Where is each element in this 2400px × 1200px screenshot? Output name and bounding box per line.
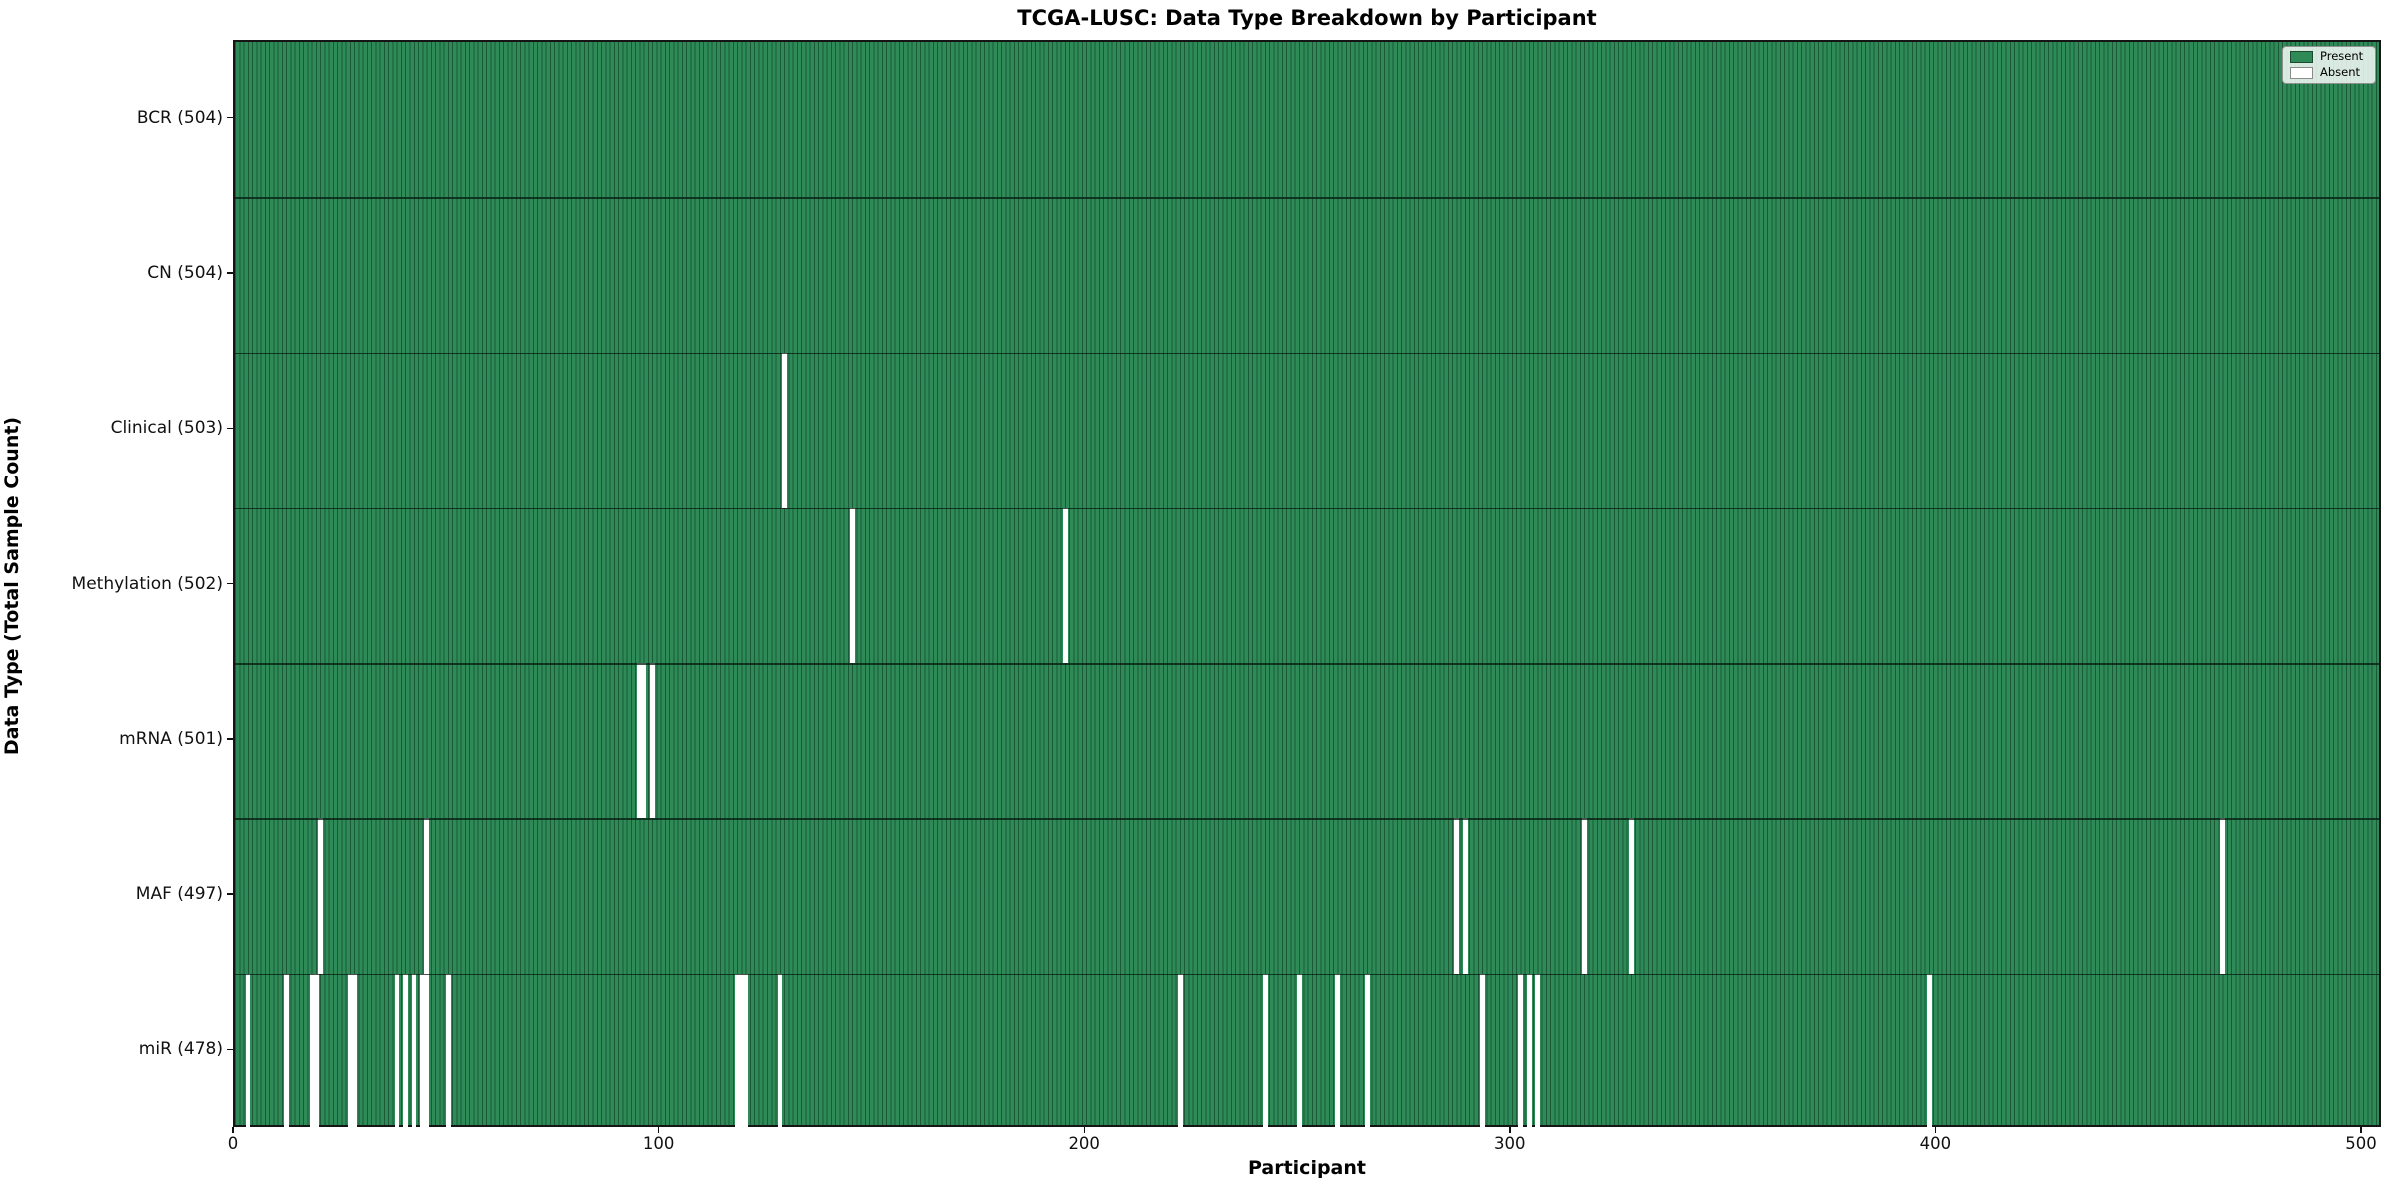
ytick-label-Clinical: Clinical (503) bbox=[110, 418, 223, 439]
absent-bar-miR-12 bbox=[283, 973, 289, 1129]
absent-bar-Methylation-195 bbox=[1062, 507, 1068, 664]
absent-bar-miR-250 bbox=[1296, 973, 1302, 1129]
absent-bar-miR-222 bbox=[1177, 973, 1183, 1129]
row-separator bbox=[235, 973, 2379, 976]
xtick-label-300: 300 bbox=[1494, 1134, 1526, 1153]
absent-bar-MAF-287 bbox=[1454, 818, 1460, 974]
row-separator bbox=[235, 507, 2379, 510]
absent-bar-miR-259 bbox=[1335, 973, 1341, 1129]
ytick-label-miR: miR (478) bbox=[138, 1039, 223, 1060]
present-swatch bbox=[2290, 51, 2313, 63]
absent-bar-MAF-467 bbox=[2220, 818, 2226, 974]
absent-bar-miR-293 bbox=[1479, 973, 1485, 1129]
absent-bar-miR-266 bbox=[1365, 973, 1370, 1129]
ytick-mark bbox=[227, 582, 233, 585]
absent-bar-miR-306 bbox=[1535, 973, 1541, 1129]
x-axis-label: Participant bbox=[1247, 1157, 1366, 1179]
xtick-label-100: 100 bbox=[642, 1134, 675, 1153]
absent-bar-MAF-317 bbox=[1582, 818, 1587, 974]
xtick-mark bbox=[232, 1127, 234, 1133]
ytick-mark bbox=[227, 893, 233, 895]
ytick-label-mRNA: mRNA (501) bbox=[119, 728, 223, 749]
absent-bar-MAF-328 bbox=[1628, 818, 1634, 974]
legend-label-absent: Absent bbox=[2320, 65, 2361, 80]
absent-bar-miR-128 bbox=[777, 973, 783, 1129]
xtick-label-400: 400 bbox=[1919, 1134, 1952, 1153]
absent-bar-miR-50 bbox=[445, 973, 451, 1129]
absent-bar-miR-38 bbox=[394, 973, 400, 1129]
row-separator bbox=[235, 818, 2379, 820]
absent-bar-miR-118 bbox=[735, 973, 740, 1129]
absent-bar-miR-3 bbox=[245, 973, 251, 1129]
absent-bar-miR-27 bbox=[347, 973, 353, 1129]
absent-bar-Clinical-129 bbox=[781, 352, 787, 508]
legend-label-present: Present bbox=[2320, 49, 2364, 64]
ytick-mark bbox=[227, 427, 233, 429]
xtick-mark bbox=[2360, 1127, 2362, 1133]
absent-bar-miR-45 bbox=[424, 973, 430, 1129]
absent-bar-miR-28 bbox=[352, 973, 357, 1129]
absent-bar-mRNA-96 bbox=[641, 663, 647, 819]
legend-item-absent: Absent bbox=[2290, 67, 2368, 79]
absent-swatch bbox=[2290, 67, 2313, 79]
xtick-mark bbox=[1083, 1127, 1085, 1133]
ytick-label-BCR: BCR (504) bbox=[136, 107, 223, 128]
legend: Present Absent bbox=[2282, 46, 2376, 84]
absent-bar-mRNA-98 bbox=[650, 663, 655, 819]
absent-bar-miR-120 bbox=[743, 973, 749, 1129]
absent-bar-miR-40 bbox=[403, 973, 408, 1129]
absent-bar-miR-18 bbox=[309, 973, 315, 1129]
absent-bar-miR-44 bbox=[420, 973, 425, 1129]
xtick-mark bbox=[1509, 1127, 1511, 1133]
row-separator bbox=[235, 352, 2379, 355]
xtick-label-200: 200 bbox=[1068, 1134, 1100, 1153]
xtick-mark bbox=[1934, 1127, 1937, 1133]
ytick-label-Methylation: Methylation (502) bbox=[71, 573, 223, 594]
absent-bar-Methylation-145 bbox=[850, 507, 855, 664]
ytick-label-MAF: MAF (497) bbox=[135, 884, 223, 905]
xtick-mark bbox=[657, 1127, 660, 1133]
ytick-mark bbox=[227, 116, 233, 119]
ytick-mark bbox=[227, 1048, 233, 1051]
row-separator bbox=[235, 663, 2379, 665]
ytick-label-CN: CN (504) bbox=[147, 262, 223, 283]
ytick-mark bbox=[227, 272, 233, 274]
xtick-label-500: 500 bbox=[2345, 1134, 2377, 1153]
chart-title: TCGA-LUSC: Data Type Breakdown by Partic… bbox=[1017, 6, 1597, 30]
absent-bar-MAF-289 bbox=[1462, 818, 1468, 974]
xtick-label-0: 0 bbox=[227, 1134, 239, 1153]
plot-area bbox=[233, 40, 2381, 1129]
row-separator bbox=[235, 197, 2379, 199]
absent-bar-miR-302 bbox=[1518, 973, 1524, 1129]
absent-bar-miR-42 bbox=[411, 973, 417, 1129]
absent-bar-mRNA-95 bbox=[637, 663, 643, 819]
absent-bar-miR-19 bbox=[313, 973, 319, 1129]
absent-bar-miR-304 bbox=[1526, 973, 1532, 1129]
absent-bar-miR-398 bbox=[1926, 973, 1932, 1129]
absent-bar-miR-242 bbox=[1262, 973, 1268, 1129]
ytick-mark bbox=[227, 738, 233, 740]
absent-bar-MAF-45 bbox=[424, 818, 430, 974]
absent-bar-MAF-20 bbox=[318, 818, 323, 974]
absent-bar-miR-119 bbox=[739, 973, 745, 1129]
legend-item-present: Present bbox=[2290, 51, 2368, 63]
